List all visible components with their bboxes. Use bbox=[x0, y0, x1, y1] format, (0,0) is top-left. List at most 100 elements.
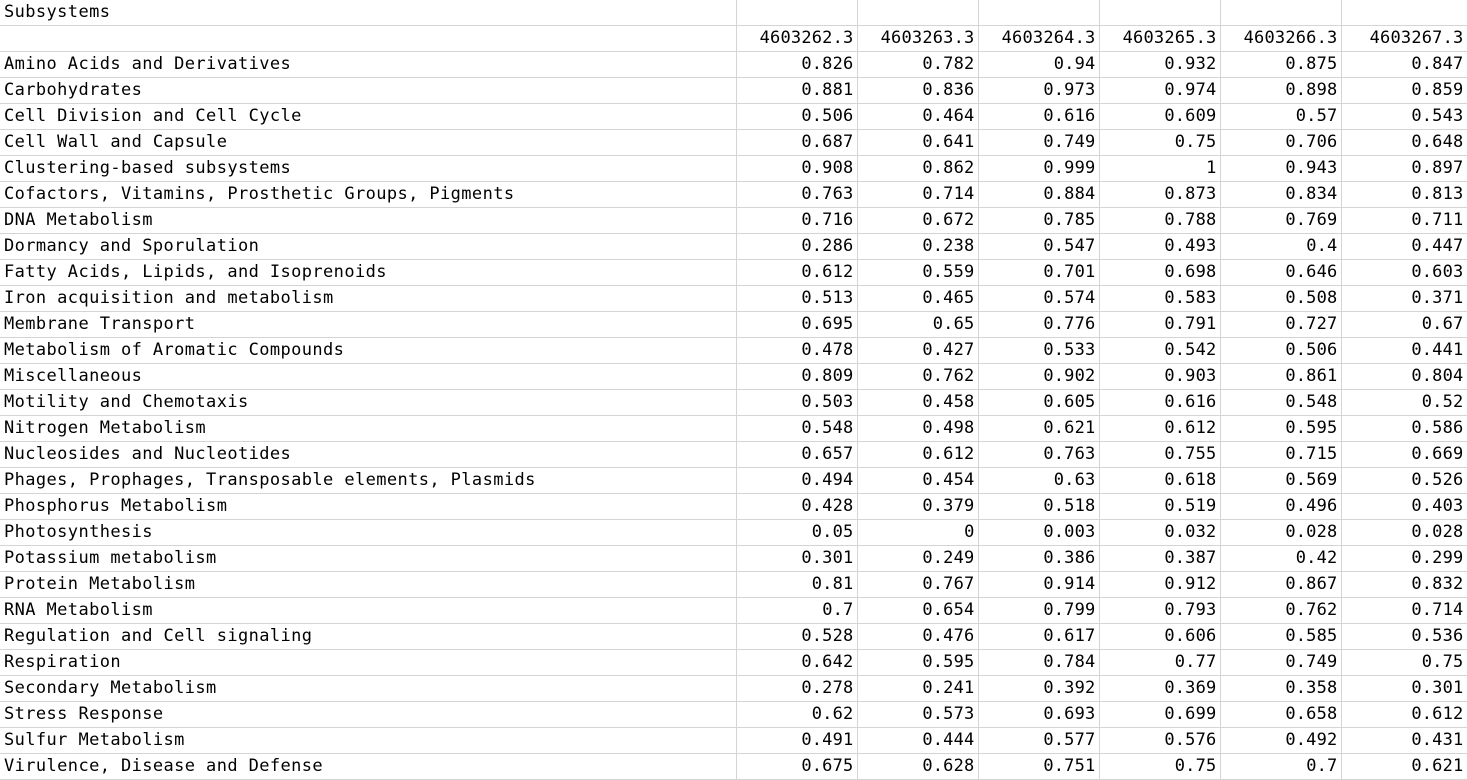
subsystem-name-cell[interactable]: RNA Metabolism bbox=[0, 597, 737, 624]
value-cell[interactable]: 0.648 bbox=[1341, 129, 1467, 156]
value-cell[interactable]: 0.687 bbox=[736, 129, 858, 156]
value-cell[interactable]: 0.386 bbox=[978, 545, 1100, 572]
value-cell[interactable]: 0.526 bbox=[1341, 467, 1467, 494]
value-cell[interactable]: 0.609 bbox=[1099, 103, 1221, 130]
value-cell[interactable]: 0.508 bbox=[1220, 285, 1342, 312]
subsystem-name-cell[interactable]: Potassium metabolism bbox=[0, 545, 737, 572]
value-cell[interactable]: 0.249 bbox=[857, 545, 979, 572]
value-cell[interactable]: 0.379 bbox=[857, 493, 979, 520]
value-cell[interactable]: 0.458 bbox=[857, 389, 979, 416]
value-cell[interactable]: 0.616 bbox=[1099, 389, 1221, 416]
subsystem-name-cell[interactable]: DNA Metabolism bbox=[0, 207, 737, 234]
value-cell[interactable]: 0.628 bbox=[857, 753, 979, 780]
column-header-cell[interactable]: 4603266.3 bbox=[1220, 25, 1342, 52]
value-cell[interactable]: 0.576 bbox=[1099, 727, 1221, 754]
subsystem-name-cell[interactable]: Clustering-based subsystems bbox=[0, 155, 737, 182]
value-cell[interactable]: 0.77 bbox=[1099, 649, 1221, 676]
value-cell[interactable]: 0.813 bbox=[1341, 181, 1467, 208]
value-cell[interactable]: 0.506 bbox=[1220, 337, 1342, 364]
value-cell[interactable]: 0.465 bbox=[857, 285, 979, 312]
subsystem-name-cell[interactable]: Iron acquisition and metabolism bbox=[0, 285, 737, 312]
value-cell[interactable]: 0.714 bbox=[1341, 597, 1467, 624]
subsystem-name-cell[interactable]: Secondary Metabolism bbox=[0, 675, 737, 702]
subsystem-name-cell[interactable]: Dormancy and Sporulation bbox=[0, 233, 737, 260]
value-cell[interactable]: 0.809 bbox=[736, 363, 858, 390]
value-cell[interactable]: 0.695 bbox=[736, 311, 858, 338]
value-cell[interactable]: 1 bbox=[1099, 155, 1221, 182]
value-cell[interactable]: 0.776 bbox=[978, 311, 1100, 338]
value-cell[interactable]: 0.788 bbox=[1099, 207, 1221, 234]
value-cell[interactable]: 0.392 bbox=[978, 675, 1100, 702]
value-cell[interactable]: 0.427 bbox=[857, 337, 979, 364]
value-cell[interactable]: 0.278 bbox=[736, 675, 858, 702]
value-cell[interactable]: 0.762 bbox=[857, 363, 979, 390]
subsystem-name-cell[interactable]: Miscellaneous bbox=[0, 363, 737, 390]
value-cell[interactable]: 0.63 bbox=[978, 467, 1100, 494]
value-cell[interactable]: 0.75 bbox=[1099, 753, 1221, 780]
value-cell[interactable]: 0.533 bbox=[978, 337, 1100, 364]
value-cell[interactable]: 0.75 bbox=[1341, 649, 1467, 676]
value-cell[interactable]: 0.675 bbox=[736, 753, 858, 780]
value-cell[interactable]: 0.658 bbox=[1220, 701, 1342, 728]
subsystem-name-cell[interactable]: Motility and Chemotaxis bbox=[0, 389, 737, 416]
value-cell[interactable]: 0.898 bbox=[1220, 77, 1342, 104]
value-cell[interactable]: 0.612 bbox=[736, 259, 858, 286]
subsystem-name-cell[interactable]: Stress Response bbox=[0, 701, 737, 728]
subsystem-name-cell[interactable]: Phages, Prophages, Transposable elements… bbox=[0, 467, 737, 494]
value-cell[interactable]: 0.618 bbox=[1099, 467, 1221, 494]
value-cell[interactable]: 0.646 bbox=[1220, 259, 1342, 286]
value-cell[interactable]: 0.003 bbox=[978, 519, 1100, 546]
value-cell[interactable]: 0.05 bbox=[736, 519, 858, 546]
value-cell[interactable]: 0.7 bbox=[736, 597, 858, 624]
column-header-cell[interactable]: 4603265.3 bbox=[1099, 25, 1221, 52]
value-cell[interactable]: 0.494 bbox=[736, 467, 858, 494]
subsystem-name-cell[interactable]: Sulfur Metabolism bbox=[0, 727, 737, 754]
value-cell[interactable]: 0.595 bbox=[1220, 415, 1342, 442]
value-cell[interactable]: 0.698 bbox=[1099, 259, 1221, 286]
value-cell[interactable]: 0.496 bbox=[1220, 493, 1342, 520]
value-cell[interactable]: 0.785 bbox=[978, 207, 1100, 234]
value-cell[interactable]: 0.836 bbox=[857, 77, 979, 104]
value-cell[interactable]: 0.875 bbox=[1220, 51, 1342, 78]
subsystem-name-cell[interactable]: Nitrogen Metabolism bbox=[0, 415, 737, 442]
value-cell[interactable]: 0.755 bbox=[1099, 441, 1221, 468]
value-cell[interactable]: 0.784 bbox=[978, 649, 1100, 676]
value-cell[interactable]: 0.478 bbox=[736, 337, 858, 364]
value-cell[interactable]: 0.751 bbox=[978, 753, 1100, 780]
value-cell[interactable]: 0.513 bbox=[736, 285, 858, 312]
empty-cell[interactable] bbox=[1220, 0, 1342, 26]
value-cell[interactable]: 0.897 bbox=[1341, 155, 1467, 182]
value-cell[interactable]: 0.908 bbox=[736, 155, 858, 182]
value-cell[interactable]: 0.793 bbox=[1099, 597, 1221, 624]
value-cell[interactable]: 0.441 bbox=[1341, 337, 1467, 364]
value-cell[interactable]: 0.641 bbox=[857, 129, 979, 156]
value-cell[interactable]: 0.503 bbox=[736, 389, 858, 416]
value-cell[interactable]: 0.75 bbox=[1099, 129, 1221, 156]
value-cell[interactable]: 0.547 bbox=[978, 233, 1100, 260]
value-cell[interactable]: 0.387 bbox=[1099, 545, 1221, 572]
subsystem-name-cell[interactable]: Amino Acids and Derivatives bbox=[0, 51, 737, 78]
value-cell[interactable]: 0.62 bbox=[736, 701, 858, 728]
value-cell[interactable]: 0.834 bbox=[1220, 181, 1342, 208]
value-cell[interactable]: 0.826 bbox=[736, 51, 858, 78]
value-cell[interactable]: 0.299 bbox=[1341, 545, 1467, 572]
value-cell[interactable]: 0.528 bbox=[736, 623, 858, 650]
subsystem-name-cell[interactable]: Nucleosides and Nucleotides bbox=[0, 441, 737, 468]
value-cell[interactable]: 0.286 bbox=[736, 233, 858, 260]
value-cell[interactable]: 0.693 bbox=[978, 701, 1100, 728]
value-cell[interactable]: 0.301 bbox=[736, 545, 858, 572]
value-cell[interactable]: 0.65 bbox=[857, 311, 979, 338]
value-cell[interactable]: 0.498 bbox=[857, 415, 979, 442]
value-cell[interactable]: 0.617 bbox=[978, 623, 1100, 650]
subsystem-name-cell[interactable]: Cell Wall and Capsule bbox=[0, 129, 737, 156]
empty-cell[interactable] bbox=[1341, 0, 1467, 26]
value-cell[interactable]: 0.573 bbox=[857, 701, 979, 728]
value-cell[interactable]: 0.902 bbox=[978, 363, 1100, 390]
value-cell[interactable]: 0.519 bbox=[1099, 493, 1221, 520]
value-cell[interactable]: 0 bbox=[857, 519, 979, 546]
value-cell[interactable]: 0.548 bbox=[1220, 389, 1342, 416]
value-cell[interactable]: 0.762 bbox=[1220, 597, 1342, 624]
value-cell[interactable]: 0.861 bbox=[1220, 363, 1342, 390]
value-cell[interactable]: 0.603 bbox=[1341, 259, 1467, 286]
value-cell[interactable]: 0.804 bbox=[1341, 363, 1467, 390]
